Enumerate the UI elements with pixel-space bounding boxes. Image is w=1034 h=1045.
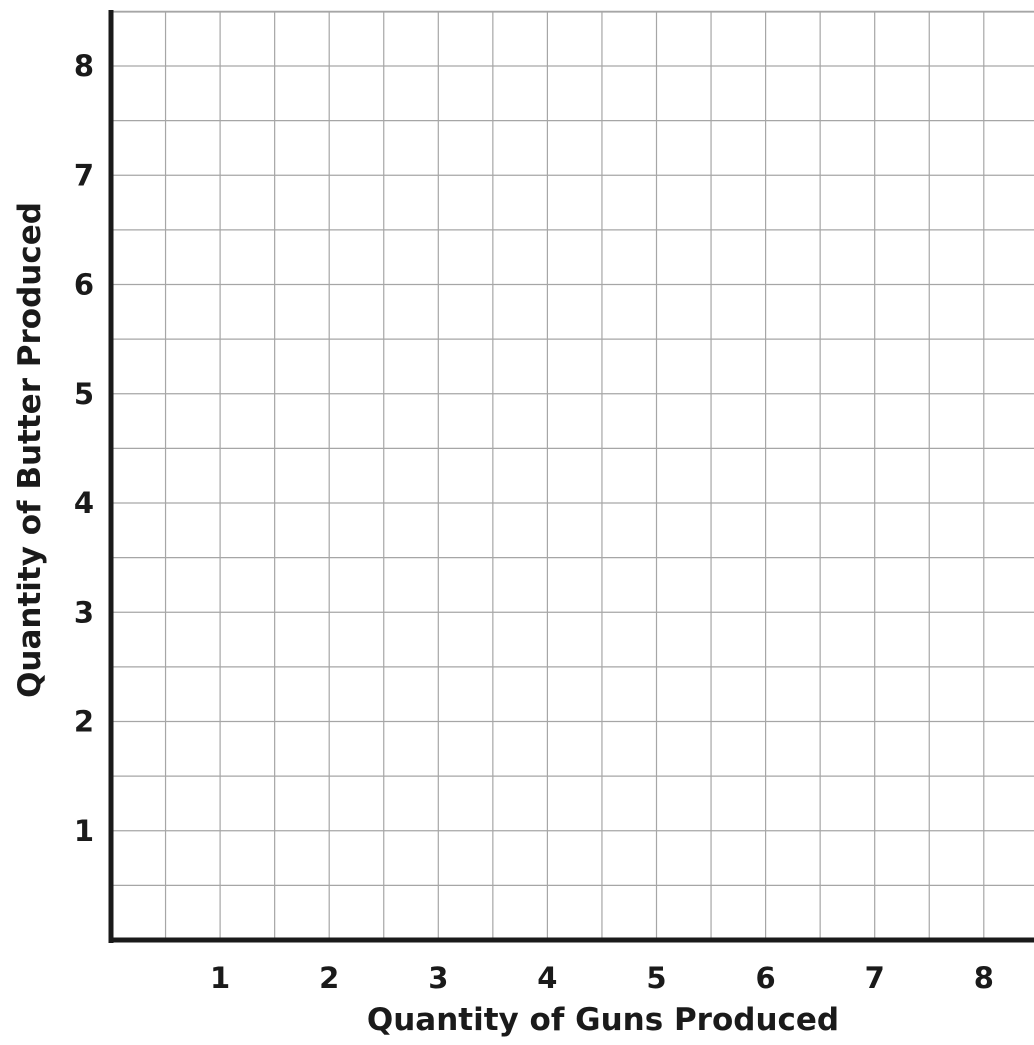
y-tick-label: 2: [74, 705, 94, 739]
x-tick-label: 6: [756, 961, 776, 995]
y-tick-label: 8: [74, 49, 94, 83]
y-tick-label: 4: [74, 486, 94, 520]
x-axis-title: Quantity of Guns Produced: [367, 1002, 839, 1038]
axes: [108, 10, 1034, 943]
y-tick-label: 7: [74, 158, 94, 192]
x-tick-label: 5: [646, 961, 666, 995]
x-tick-label: 4: [537, 961, 557, 995]
y-tick-label: 1: [74, 814, 94, 848]
y-axis-title: Quantity of Butter Produced: [12, 202, 48, 698]
x-tick-label: 1: [210, 961, 230, 995]
y-tick-label: 6: [74, 268, 94, 302]
x-tick-label: 8: [974, 961, 994, 995]
tick-labels: 1 2 3 4 5 6 7 8 1 2 3 4 5 6 7 8: [74, 49, 994, 995]
y-tick-label: 3: [74, 595, 94, 629]
y-tick-label: 5: [74, 377, 94, 411]
x-tick-label: 2: [319, 961, 339, 995]
x-tick-label: 7: [865, 961, 885, 995]
x-tick-label: 3: [428, 961, 448, 995]
grid: [111, 10, 1034, 940]
